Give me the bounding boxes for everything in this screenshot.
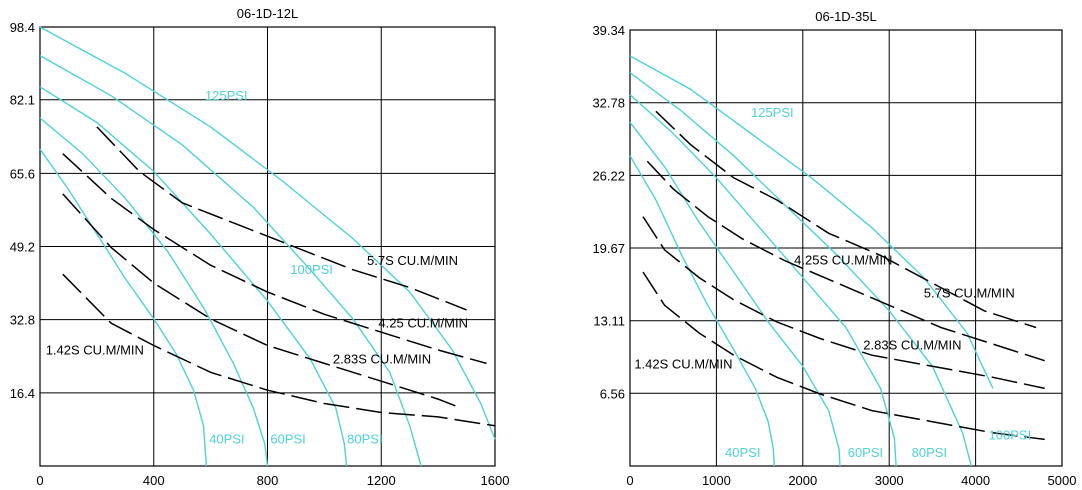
y-tick-label: 98.4 (10, 20, 35, 35)
pressure-label-125psi: 125PSI (751, 105, 794, 120)
x-tick-label: 4000 (961, 473, 990, 488)
flow-label-4-25-cu-m-min: 4.25 CU.M/MIN (378, 316, 468, 331)
x-tick-label: 400 (143, 473, 165, 488)
flow-line-1-42s-cu-m-min (62, 273, 496, 427)
y-tick-label: 39.34 (592, 23, 625, 38)
pressure-line-125psi (629, 55, 994, 389)
plot-frame (629, 29, 1063, 467)
chart-title: 06-1D-35L (815, 9, 876, 24)
flow-label-2-83s-cu-m-min: 2.83S CU.M/MIN (333, 351, 431, 366)
y-tick-label: 82.1 (10, 93, 35, 108)
flow-line-1-42s-cu-m-min (642, 271, 1045, 441)
y-tick-label: 65.6 (10, 166, 35, 181)
x-tick-label: 2000 (788, 473, 817, 488)
chart-06-1d-12l: 06-1D-12L 0 400 800 1200 1600 16.4 32.8 49.2 65.… (10, 6, 510, 488)
flow-label-5-7s-cu-m-min: 5.7S CU.M/MIN (924, 286, 1015, 301)
pressure-line-60psi (39, 117, 269, 467)
flow-label-5-7s-cu-m-min: 5.7S CU.M/MIN (367, 253, 458, 268)
x-tick-label: 800 (257, 473, 279, 488)
pressure-label-60psi: 60PSI (270, 432, 305, 447)
pressure-line-40psi (629, 155, 775, 467)
flow-line-5-7s-cu-m-min (96, 126, 467, 311)
x-tick-label: 0 (626, 473, 633, 488)
chart-title: 06-1D-12L (237, 6, 298, 21)
y-tick-label: 19.67 (592, 241, 625, 256)
pressure-line-100psi (39, 54, 422, 467)
flow-label-1-42s-cu-m-min: 1.42S CU.M/MIN (46, 342, 144, 357)
y-tick-label: 16.4 (10, 386, 35, 401)
y-tick-label: 13.11 (593, 314, 625, 329)
y-tick-label: 32.78 (592, 96, 625, 111)
x-tick-label: 3000 (875, 473, 904, 488)
x-tick-label: 1000 (702, 473, 731, 488)
pressure-label-40psi: 40PSI (209, 432, 244, 447)
x-tick-label: 1200 (367, 473, 396, 488)
pressure-label-40psi: 40PSI (725, 445, 760, 460)
pressure-line-125psi (39, 26, 496, 440)
pressure-label-60psi: 60PSI (848, 445, 883, 460)
pressure-label-80psi: 80PSI (347, 432, 382, 447)
y-tick-label: 49.2 (10, 240, 35, 255)
pressure-label-80psi: 80PSI (912, 445, 947, 460)
flow-line-2-83s-cu-m-min (62, 193, 462, 409)
flow-line-4-25s-cu-m-min (646, 160, 1045, 362)
pressure-line-100psi (629, 72, 972, 467)
y-tick-label: 6.56 (600, 386, 625, 401)
chart-06-1d-35l: 06-1D-35L 0 1000 2000 3000 4000 5000 6.56 13.11… (592, 9, 1076, 488)
pressure-line-80psi (629, 94, 897, 467)
pressure-label-125psi: 125PSI (205, 88, 248, 103)
x-tick-label: 1600 (481, 473, 510, 488)
pressure-line-40psi (39, 148, 208, 467)
pressure-label-100psi: 100PSI (290, 262, 333, 277)
y-tick-label: 26.22 (592, 168, 625, 183)
y-tick-label: 32.8 (10, 313, 35, 328)
x-tick-label: 5000 (1048, 473, 1077, 488)
flow-line-4-25-cu-m-min (62, 153, 487, 365)
pressure-line-60psi (629, 121, 841, 467)
flow-label-2-83s-cu-m-min: 2.83S CU.M/MIN (863, 338, 961, 353)
flow-line-5-7s-cu-m-min (655, 110, 1037, 329)
flow-label-4-25s-cu-m-min: 4.25S CU.M/MIN (794, 252, 892, 267)
pressure-line-80psi (39, 86, 348, 467)
flow-line-2-83s-cu-m-min (642, 216, 1045, 390)
x-tick-label: 0 (36, 473, 43, 488)
flow-label-1-42s-cu-m-min: 1.42S CU.M/MIN (634, 356, 732, 371)
pressure-label-100psi: 100PSI (989, 427, 1032, 442)
